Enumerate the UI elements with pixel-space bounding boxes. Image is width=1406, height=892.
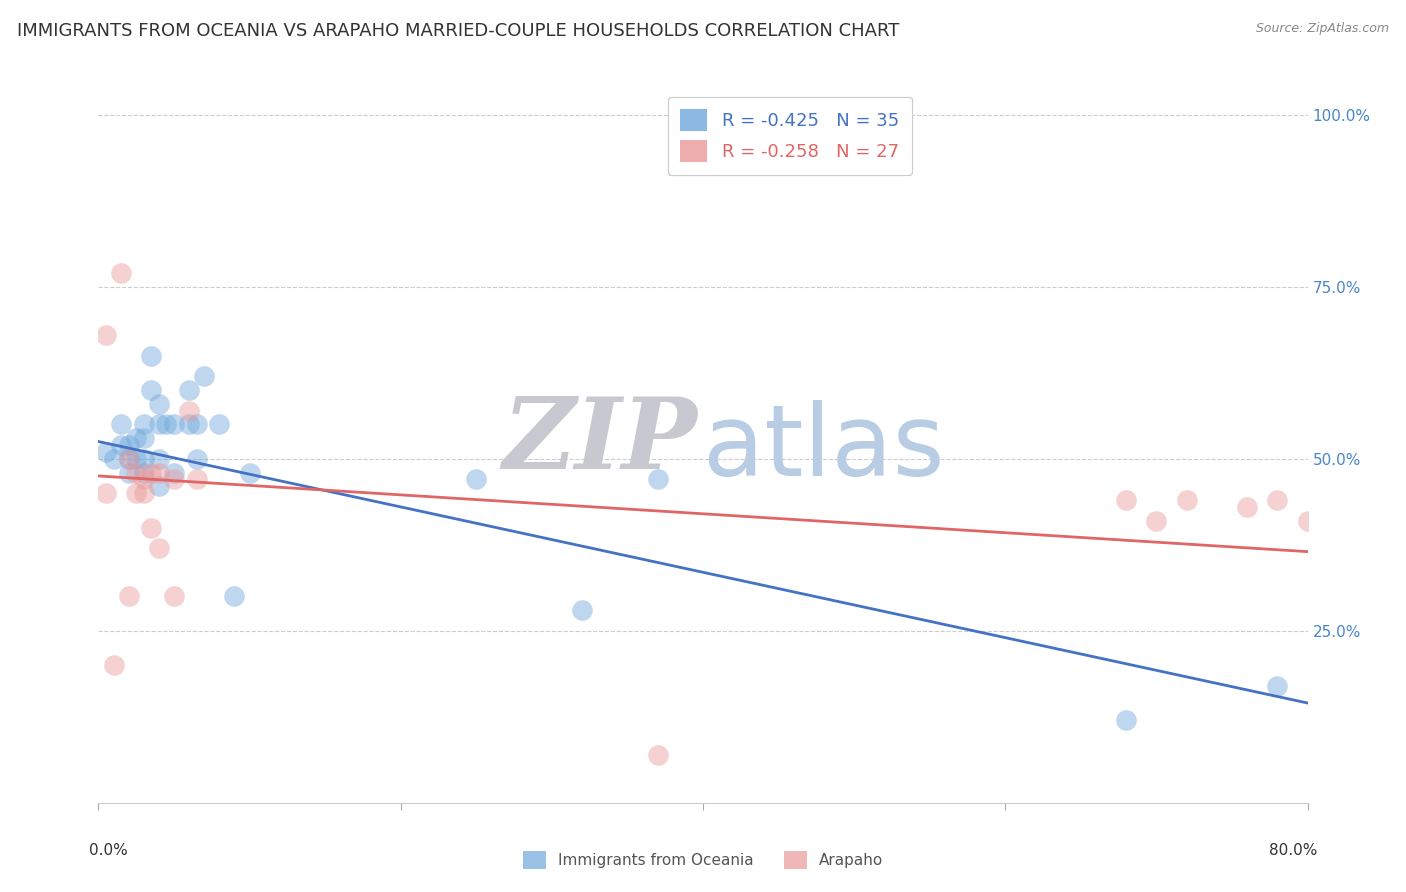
Text: IMMIGRANTS FROM OCEANIA VS ARAPAHO MARRIED-COUPLE HOUSEHOLDS CORRELATION CHART: IMMIGRANTS FROM OCEANIA VS ARAPAHO MARRI… xyxy=(17,22,900,40)
Point xyxy=(155,417,177,432)
Point xyxy=(179,417,201,432)
Point xyxy=(125,486,148,500)
Point xyxy=(141,520,163,534)
Point xyxy=(1144,514,1167,528)
Point xyxy=(94,327,117,342)
Point xyxy=(110,266,132,280)
Point xyxy=(132,451,155,466)
Point xyxy=(118,466,141,480)
Point xyxy=(118,451,141,466)
Point xyxy=(148,479,170,493)
Text: 80.0%: 80.0% xyxy=(1268,843,1317,857)
Point xyxy=(125,451,148,466)
Point xyxy=(94,486,117,500)
Point xyxy=(132,431,155,445)
Point xyxy=(132,486,155,500)
Point xyxy=(163,590,186,604)
Point xyxy=(1115,713,1137,727)
Point xyxy=(179,403,201,417)
Text: Source: ZipAtlas.com: Source: ZipAtlas.com xyxy=(1256,22,1389,36)
Point xyxy=(148,451,170,466)
Point xyxy=(118,590,141,604)
Point xyxy=(179,383,201,397)
Point xyxy=(571,603,593,617)
Point xyxy=(163,472,186,486)
Point xyxy=(186,451,208,466)
Point xyxy=(148,417,170,432)
Text: 0.0%: 0.0% xyxy=(89,843,128,857)
Point xyxy=(163,417,186,432)
Point xyxy=(193,369,215,384)
Point xyxy=(94,445,117,459)
Point xyxy=(141,466,163,480)
Point xyxy=(1175,493,1198,508)
Point xyxy=(465,472,488,486)
Point xyxy=(110,438,132,452)
Point xyxy=(1296,514,1319,528)
Point xyxy=(141,383,163,397)
Point xyxy=(1327,500,1350,514)
Text: ZIP: ZIP xyxy=(502,393,697,490)
Point xyxy=(125,431,148,445)
Point xyxy=(141,349,163,363)
Point xyxy=(1267,493,1289,508)
Point xyxy=(186,417,208,432)
Point xyxy=(148,541,170,556)
Point xyxy=(118,451,141,466)
Point xyxy=(224,590,246,604)
Point xyxy=(132,466,155,480)
Legend: Immigrants from Oceania, Arapaho: Immigrants from Oceania, Arapaho xyxy=(516,845,890,875)
Point xyxy=(163,466,186,480)
Point xyxy=(1236,500,1258,514)
Point xyxy=(110,417,132,432)
Point xyxy=(239,466,262,480)
Point xyxy=(1357,500,1379,514)
Point xyxy=(103,658,125,673)
Point xyxy=(208,417,231,432)
Point xyxy=(125,466,148,480)
Point xyxy=(1267,679,1289,693)
Point xyxy=(186,472,208,486)
Text: atlas: atlas xyxy=(703,401,945,497)
Point xyxy=(647,472,669,486)
Point xyxy=(103,451,125,466)
Point xyxy=(148,466,170,480)
Point xyxy=(647,747,669,762)
Point xyxy=(1115,493,1137,508)
Point xyxy=(132,417,155,432)
Legend: R = -0.425   N = 35, R = -0.258   N = 27: R = -0.425 N = 35, R = -0.258 N = 27 xyxy=(668,96,911,175)
Point xyxy=(132,472,155,486)
Point xyxy=(148,397,170,411)
Point xyxy=(118,438,141,452)
